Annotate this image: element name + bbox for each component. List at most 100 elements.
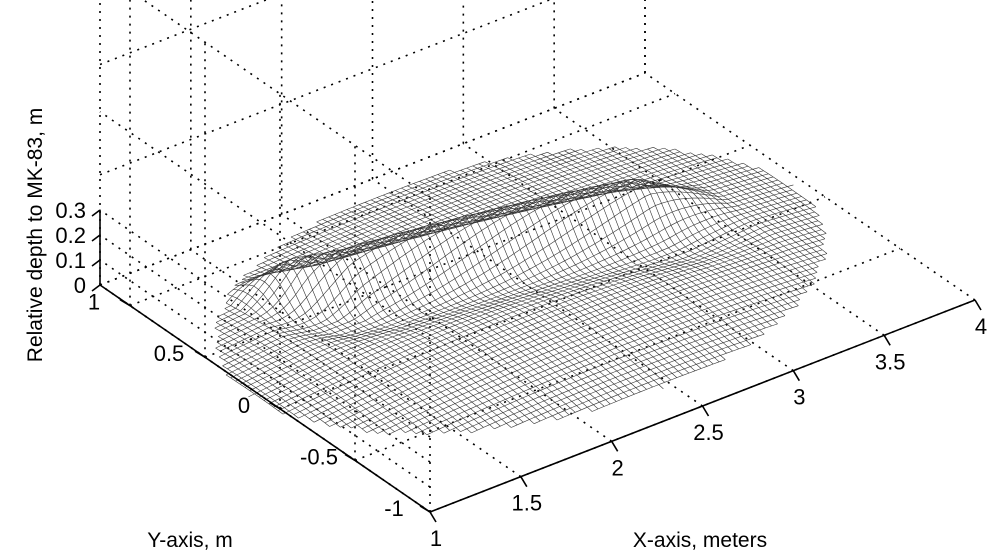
mesh-line-y xyxy=(383,194,664,390)
y-tick-label: 0.5 xyxy=(154,341,185,366)
z-tick-label: 0.3 xyxy=(55,198,86,223)
floor-grid-x xyxy=(281,213,613,442)
axes xyxy=(91,209,982,523)
mesh-line-y xyxy=(449,169,726,360)
mesh-line-y xyxy=(224,308,406,433)
mesh-line-y xyxy=(395,190,672,381)
mesh-line-y xyxy=(727,158,823,225)
grid-lines xyxy=(99,0,976,513)
z-tick xyxy=(91,234,101,242)
x-tick xyxy=(429,511,437,523)
y-tick xyxy=(419,505,431,513)
y-axis-line xyxy=(99,284,431,513)
mesh-line-y xyxy=(636,148,818,273)
mesh-line-y xyxy=(530,153,778,325)
z-tick xyxy=(91,284,101,292)
left-wall-grid-z xyxy=(99,234,431,463)
mesh-line-y xyxy=(364,202,641,393)
mesh-line-y xyxy=(328,216,605,407)
mesh-line-y xyxy=(460,170,727,354)
mesh-line-x xyxy=(556,344,751,421)
mesh-line-x xyxy=(225,167,759,376)
mesh-line-x xyxy=(240,176,774,385)
mesh-line-x xyxy=(415,277,816,434)
back-wall-grid-z xyxy=(99,72,646,286)
y-tick xyxy=(269,402,281,410)
y-tick xyxy=(194,350,206,358)
mesh-line-y xyxy=(484,161,751,345)
mesh-line-y xyxy=(581,149,800,300)
mesh-line-y xyxy=(243,267,472,434)
mesh-line-y xyxy=(389,192,665,383)
mesh-line-y xyxy=(524,155,772,327)
mesh-line-y xyxy=(370,199,647,390)
mesh-line-y xyxy=(227,294,428,436)
mesh-line-y xyxy=(431,176,708,367)
mesh-line-y xyxy=(249,261,478,431)
y-tick xyxy=(119,298,131,307)
mesh-line-y xyxy=(218,356,315,423)
back-wall-grid-z xyxy=(99,0,269,66)
mesh-line-y xyxy=(334,214,611,405)
mesh-line-y xyxy=(217,316,389,435)
mesh-line-y xyxy=(653,147,820,262)
mesh-line-y xyxy=(608,148,809,287)
mesh-line-y xyxy=(214,327,367,433)
mesh-line-y xyxy=(222,365,299,419)
mesh-line-y xyxy=(437,174,714,365)
mesh-line-x xyxy=(230,170,764,379)
mesh-line-y xyxy=(425,178,702,369)
left-wall-grid-z xyxy=(99,209,431,438)
mesh-line-y xyxy=(401,187,677,378)
mesh-line-y xyxy=(283,244,541,422)
mesh-line-y xyxy=(340,211,617,402)
mesh-line-x xyxy=(309,220,819,419)
x-tick xyxy=(883,334,891,346)
mesh-line-x xyxy=(219,151,680,332)
x-tick xyxy=(610,440,619,452)
mesh-line-y xyxy=(277,246,535,424)
mesh-line-y xyxy=(541,154,780,318)
mesh-line-x xyxy=(244,179,778,388)
mesh-line-y xyxy=(558,152,787,310)
mesh-line-y xyxy=(443,172,720,363)
mesh-line-y xyxy=(264,253,512,428)
mesh-line-y xyxy=(296,234,564,418)
mesh-line-x xyxy=(273,199,807,408)
mesh-line-y xyxy=(507,157,765,335)
mesh-line-y xyxy=(690,152,824,245)
z-tick-label: 0 xyxy=(74,273,86,298)
mesh-line-x xyxy=(533,333,765,424)
floor-grid-y xyxy=(204,144,751,358)
mesh-line-y xyxy=(501,159,759,337)
x-tick xyxy=(974,299,982,311)
mesh-line-y xyxy=(547,152,786,316)
mesh-line-y xyxy=(322,219,599,410)
mesh-line-y xyxy=(215,347,330,427)
floor-grid-x xyxy=(190,249,522,478)
mesh-line-y xyxy=(376,197,653,388)
mesh-line-y xyxy=(315,226,582,411)
y-tick-label: -0.5 xyxy=(300,444,338,469)
mesh-line-y xyxy=(358,204,635,395)
mesh-line-y xyxy=(225,374,284,415)
mesh-line-y xyxy=(302,231,570,416)
mesh-line-y xyxy=(290,236,558,421)
surface-mesh xyxy=(214,146,828,436)
mesh-line-y xyxy=(597,147,808,293)
mesh-line-y xyxy=(352,206,629,397)
mesh-line-y xyxy=(215,322,378,434)
left-wall-grid-z xyxy=(142,0,431,198)
x-tick-label: 1.5 xyxy=(512,491,543,516)
mesh-line-y xyxy=(625,147,816,279)
floor-grid-y xyxy=(279,196,826,410)
floor-grid-y xyxy=(354,247,901,462)
mesh-line-y xyxy=(712,154,827,234)
x-tick xyxy=(792,370,801,382)
mesh-line-y xyxy=(701,153,826,240)
mesh-line-y xyxy=(564,150,793,308)
mesh-line-y xyxy=(289,241,547,419)
mesh-line-y xyxy=(674,148,828,254)
mesh-line-y xyxy=(472,165,739,350)
